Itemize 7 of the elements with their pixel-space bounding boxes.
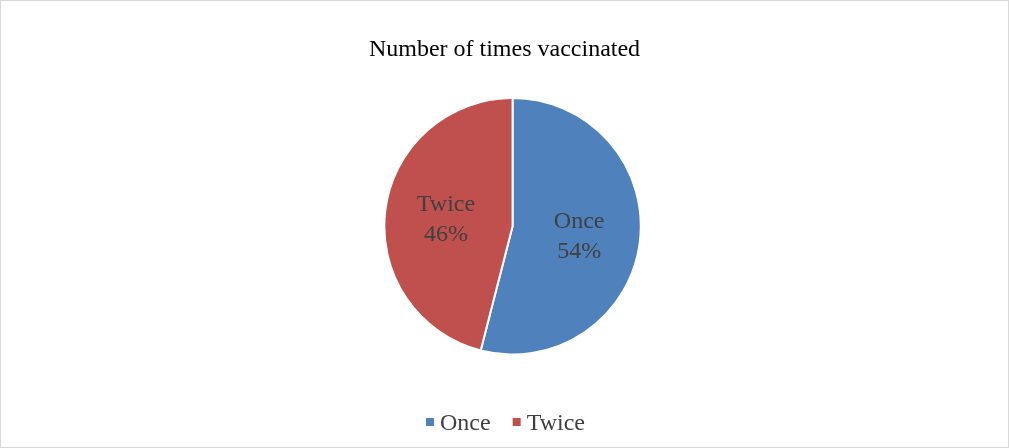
data-label: 54%: [557, 236, 602, 263]
legend-label: Once: [440, 409, 491, 435]
data-label: 46%: [423, 219, 468, 246]
slice-label: Twice: [416, 189, 476, 216]
chart-title: Number of times vaccinated: [368, 35, 641, 61]
slice-label: Once: [553, 206, 605, 233]
legend-label: Twice: [526, 409, 585, 435]
